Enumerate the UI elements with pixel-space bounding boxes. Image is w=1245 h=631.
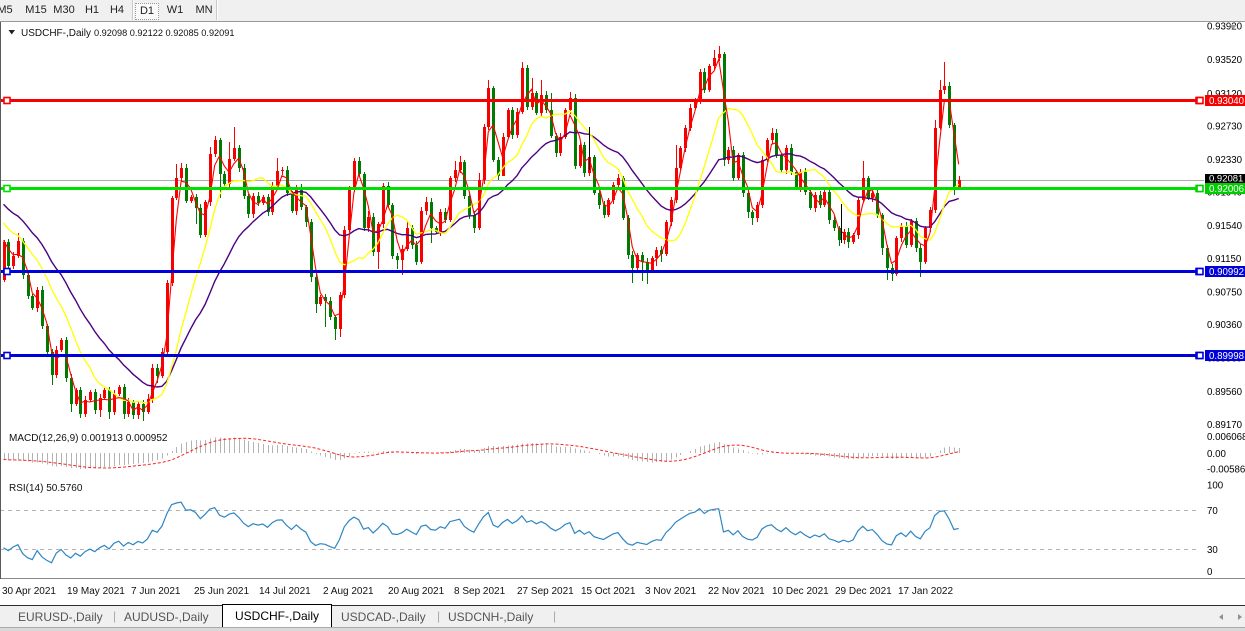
svg-text:0.92330: 0.92330 — [1207, 155, 1243, 166]
svg-text:-0.005869: -0.005869 — [1207, 465, 1245, 476]
svg-text:0.92006: 0.92006 — [1209, 184, 1244, 195]
svg-text:0.00: 0.00 — [1207, 449, 1226, 460]
svg-text:29 Dec 2021: 29 Dec 2021 — [835, 586, 892, 597]
svg-text:RSI(14) 50.5760: RSI(14) 50.5760 — [9, 483, 83, 494]
svg-text:10 Dec 2021: 10 Dec 2021 — [772, 586, 829, 597]
svg-text:0.92730: 0.92730 — [1207, 122, 1243, 133]
svg-text:19 May 2021: 19 May 2021 — [67, 586, 125, 597]
svg-text:15 Oct 2021: 15 Oct 2021 — [581, 586, 636, 597]
svg-text:0.93520: 0.93520 — [1207, 55, 1243, 66]
svg-text:8 Sep 2021: 8 Sep 2021 — [454, 586, 506, 597]
svg-text:0.93120: 0.93120 — [1207, 89, 1243, 100]
svg-text:0.90992: 0.90992 — [1209, 267, 1244, 278]
svg-text:0.93040: 0.93040 — [1209, 96, 1245, 107]
svg-text:0.90360: 0.90360 — [1207, 320, 1243, 331]
svg-text:0.89560: 0.89560 — [1207, 387, 1243, 398]
svg-text:0.93920: 0.93920 — [1207, 22, 1243, 33]
svg-text:MACD(12,26,9) 0.001913 0.00095: MACD(12,26,9) 0.001913 0.000952 — [9, 433, 168, 444]
svg-text:100: 100 — [1207, 481, 1224, 492]
svg-text:0.89998: 0.89998 — [1209, 351, 1244, 362]
svg-text:0.92098 0.92122 0.92085 0.9209: 0.92098 0.92122 0.92085 0.92091 — [94, 28, 235, 38]
svg-text:20 Aug 2021: 20 Aug 2021 — [388, 586, 445, 597]
svg-text:0.90750: 0.90750 — [1207, 288, 1243, 299]
svg-text:70: 70 — [1207, 506, 1218, 517]
svg-text:30 Apr 2021: 30 Apr 2021 — [2, 586, 56, 597]
svg-text:25 Jun 2021: 25 Jun 2021 — [194, 586, 249, 597]
svg-text:30: 30 — [1207, 545, 1218, 556]
svg-text:3 Nov 2021: 3 Nov 2021 — [645, 586, 697, 597]
svg-text:0: 0 — [1207, 567, 1213, 578]
svg-text:0.91150: 0.91150 — [1207, 254, 1242, 265]
svg-text:0.89170: 0.89170 — [1207, 420, 1243, 431]
svg-text:0.91540: 0.91540 — [1207, 221, 1243, 232]
svg-text:0.92081: 0.92081 — [1209, 174, 1243, 185]
svg-text:27 Sep 2021: 27 Sep 2021 — [517, 586, 574, 597]
svg-text:14 Jul 2021: 14 Jul 2021 — [259, 586, 311, 597]
svg-text:7 Jun 2021: 7 Jun 2021 — [131, 586, 181, 597]
svg-text:USDCHF-,Daily: USDCHF-,Daily — [21, 28, 91, 39]
svg-text:22 Nov 2021: 22 Nov 2021 — [708, 586, 765, 597]
svg-text:2 Aug 2021: 2 Aug 2021 — [323, 586, 374, 597]
svg-text:17 Jan 2022: 17 Jan 2022 — [898, 586, 953, 597]
svg-text:0.006068: 0.006068 — [1207, 432, 1245, 443]
